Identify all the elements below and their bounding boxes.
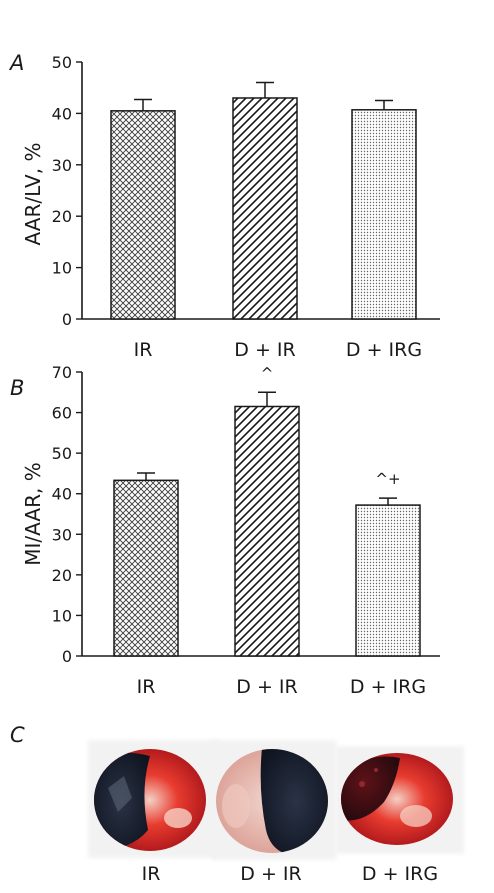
panel-a-category-label-d-ir: D + IR [234,339,295,361]
panel-b-y-tick-label: 30 [52,525,72,544]
panel-a-y-tick-label: 50 [52,53,72,72]
panel-b-y-tick-label: 20 [52,566,72,585]
panel-b-bar-d-ir [234,405,300,657]
panel-a-plot: 0 10 20 30 40 50 IR D + IR D + IRG [52,53,440,361]
panel-b-category-label-ir: IR [137,676,156,698]
panel-b-y-tick-label: 0 [62,647,72,666]
panel-a: A AAR/LV, % 0 10 20 30 40 50 IR D + IR D + IRG [8,51,440,361]
panel-b-plot: 0 10 20 30 40 50 60 70 IR ^ D + IR ^+ D + IRG [52,363,440,698]
panel-b-y-tick-label: 10 [52,606,72,625]
panel-a-y-tick-label: 10 [52,259,72,278]
panel-b-label: B [10,376,24,400]
panel-a-bar-d-irg [351,109,417,320]
panel-b-significance-d-irg: ^+ [375,470,400,488]
panel-c: C [10,723,464,885]
panel-b-y-tick-label: 40 [52,485,72,504]
panel-a-y-tick-label: 30 [52,156,72,175]
caption-d-ir: D + IR [240,863,301,885]
panel-a-y-tick-label: 0 [62,310,72,329]
panel-b: B MI/AAR, % 0 10 20 30 40 50 60 70 IR ^ D + IR ^+ D … [10,363,440,698]
panel-a-y-axis-label: AAR/LV, % [21,143,45,246]
panel-b-category-label-d-ir: D + IR [236,676,297,698]
panel-b-y-tick-label: 70 [52,363,72,382]
heart-slice-ir-photo [88,740,218,858]
panel-b-category-label-d-irg: D + IRG [350,676,426,698]
panel-a-bar-d-ir [232,97,298,320]
panel-a-category-label-d-irg: D + IRG [346,339,422,361]
panel-b-y-axis-label: MI/AAR, % [21,462,45,565]
heart-slice-d-ir-photo [212,740,336,860]
caption-d-irg: D + IRG [362,863,438,885]
panel-b-y-tick-label: 50 [52,444,72,463]
panel-c-label: C [10,723,25,747]
panel-b-bar-ir [113,479,179,657]
panel-a-y-tick-label: 20 [52,207,72,226]
heart-slice-d-irg-photo [336,746,464,854]
panel-a-category-label-ir: IR [134,339,153,361]
panel-b-bar-d-irg [355,504,421,657]
panel-a-label: A [8,51,24,75]
panel-a-y-tick-label: 40 [52,104,72,123]
caption-ir: IR [142,863,161,885]
panel-b-y-tick-label: 60 [52,404,72,423]
panel-b-significance-d-ir: ^ [261,364,274,382]
panel-a-bar-ir [110,110,176,320]
